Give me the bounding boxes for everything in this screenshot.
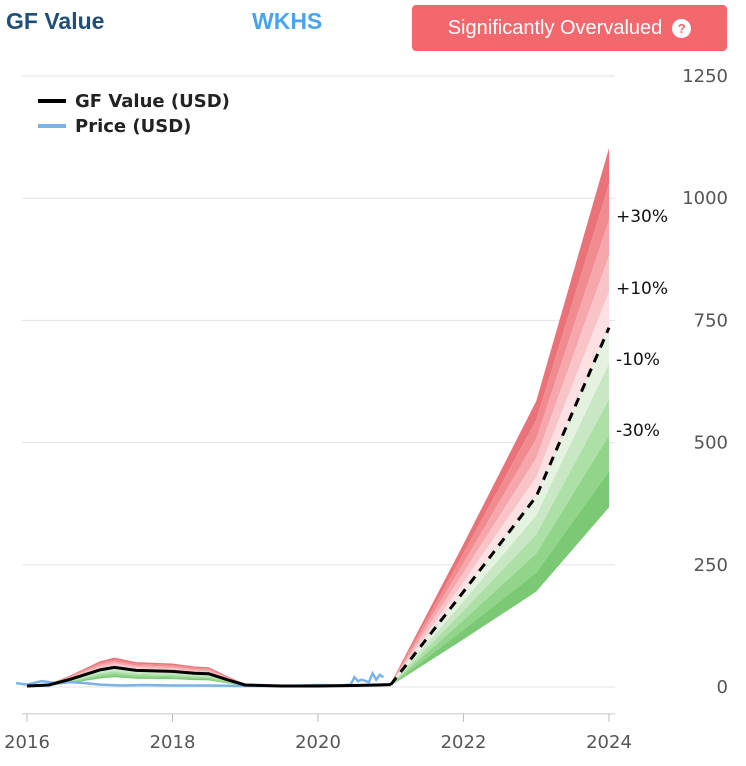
value-band xyxy=(27,255,609,686)
y-tick-label: 250 xyxy=(694,555,728,576)
value-band xyxy=(27,291,609,687)
legend-label-price[interactable]: Price (USD) xyxy=(75,116,191,137)
band-percent-label: +10% xyxy=(616,279,668,299)
band-percent-label: -30% xyxy=(616,421,660,441)
value-band xyxy=(27,399,609,687)
value-band xyxy=(27,363,609,687)
y-tick-label: 750 xyxy=(694,310,728,331)
valuation-badge-label: Significantly Overvalued xyxy=(447,16,663,39)
y-tick-label: 1000 xyxy=(682,188,728,209)
y-tick-label: 0 xyxy=(717,677,728,698)
value-band xyxy=(27,327,609,687)
x-tick-label: 2024 xyxy=(586,732,632,753)
value-band xyxy=(27,435,609,687)
gf-value-line xyxy=(26,665,391,688)
series-lines xyxy=(15,327,611,688)
x-tick-label: 2022 xyxy=(441,732,487,753)
value-band xyxy=(27,219,609,686)
gf-value-projected-line xyxy=(389,327,611,686)
value-band xyxy=(27,148,609,686)
valuation-badge[interactable]: Significantly Overvalued ? xyxy=(412,5,727,51)
ticker-symbol[interactable]: WKHS xyxy=(252,8,323,34)
brand-title: GF Value xyxy=(6,8,105,34)
value-band xyxy=(27,184,609,686)
y-axis: 0 250 500 750 1000 1250 xyxy=(682,66,728,698)
legend-label-gf-value[interactable]: GF Value (USD) xyxy=(75,91,230,112)
value-band xyxy=(27,471,609,687)
legend: GF Value (USD) Price (USD) xyxy=(38,91,230,137)
question-icon[interactable]: ? xyxy=(672,18,692,38)
band-percent-labels: +30% +10% -10% -30% xyxy=(616,207,668,441)
x-tick-label: 2018 xyxy=(150,732,196,753)
x-tick-label: 2016 xyxy=(4,732,50,753)
valuation-bands xyxy=(27,148,609,687)
band-percent-label: +30% xyxy=(616,207,668,227)
y-tick-label: 1250 xyxy=(682,66,728,87)
x-tick-label: 2020 xyxy=(295,732,341,753)
x-axis: 2016 2018 2020 2022 2024 xyxy=(4,713,632,753)
band-percent-label: -10% xyxy=(616,350,660,370)
y-tick-label: 500 xyxy=(694,433,728,454)
